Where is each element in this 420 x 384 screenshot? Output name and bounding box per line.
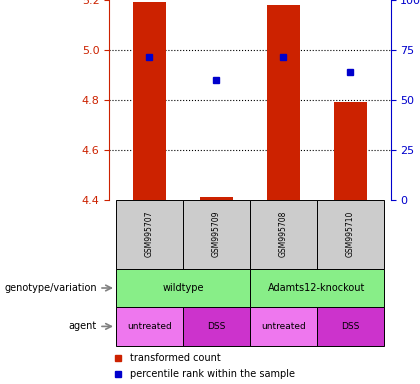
- FancyBboxPatch shape: [183, 200, 250, 269]
- Text: GSM995710: GSM995710: [346, 211, 355, 257]
- Bar: [200, 197, 233, 200]
- FancyBboxPatch shape: [250, 269, 384, 307]
- Bar: [133, 2, 166, 200]
- FancyBboxPatch shape: [116, 307, 183, 346]
- Bar: [267, 5, 300, 200]
- Text: transformed count: transformed count: [130, 353, 221, 363]
- Text: genotype/variation: genotype/variation: [4, 283, 97, 293]
- FancyBboxPatch shape: [116, 269, 250, 307]
- Text: GSM995707: GSM995707: [145, 211, 154, 258]
- Bar: [333, 103, 367, 200]
- Text: GSM995709: GSM995709: [212, 211, 221, 258]
- Text: agent: agent: [69, 321, 97, 331]
- FancyBboxPatch shape: [250, 200, 317, 269]
- Text: wildtype: wildtype: [162, 283, 204, 293]
- Text: DSS: DSS: [341, 322, 360, 331]
- Text: DSS: DSS: [207, 322, 226, 331]
- Text: untreated: untreated: [261, 322, 306, 331]
- Text: Adamts12-knockout: Adamts12-knockout: [268, 283, 365, 293]
- Text: untreated: untreated: [127, 322, 172, 331]
- Text: percentile rank within the sample: percentile rank within the sample: [130, 369, 295, 379]
- FancyBboxPatch shape: [116, 200, 183, 269]
- Text: GSM995708: GSM995708: [279, 211, 288, 257]
- FancyBboxPatch shape: [250, 307, 317, 346]
- FancyBboxPatch shape: [317, 200, 384, 269]
- FancyBboxPatch shape: [317, 307, 384, 346]
- FancyBboxPatch shape: [183, 307, 250, 346]
